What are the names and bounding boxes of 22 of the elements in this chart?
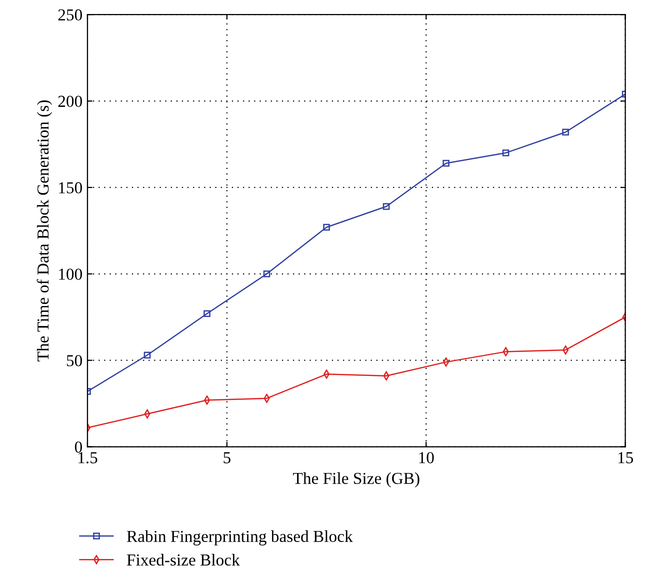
x-tick-label: 15 [618,452,633,464]
point [562,128,569,136]
point [263,270,270,278]
point [502,149,510,156]
y-tick-label: 150 [59,182,82,194]
legend-label: Fixed-size Block [126,554,240,566]
x-tick-label: 1.5 [78,452,98,464]
point [442,160,450,167]
y-tick-label: 50 [66,355,82,366]
point [204,310,210,318]
y-tick-label: 200 [58,96,82,107]
y-tick-label: 0 [74,441,82,453]
point [144,352,151,359]
point [323,224,330,231]
y-tick-label: 250 [58,9,82,21]
x-tick-label: 10 [419,452,434,464]
y-axis-title: The Time of Data Block Generation (s) [36,100,52,362]
x-tick-label: 5 [224,452,230,464]
legend-label: Rabin Fingerprinting based Block [126,530,353,546]
x-axis-title: The File Size (GB) [293,472,420,488]
point [382,203,390,210]
y-tick-label: 100 [59,268,82,280]
